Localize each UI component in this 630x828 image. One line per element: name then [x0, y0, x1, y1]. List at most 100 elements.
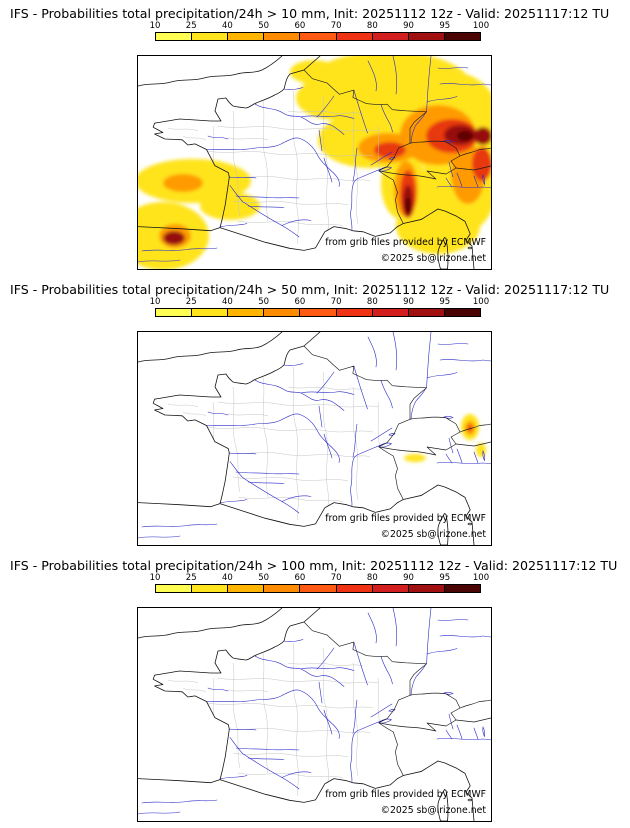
- colorbar-tick: 70: [330, 573, 342, 583]
- credit-copyright: ©2025 sb@irizone.net: [380, 529, 486, 541]
- colorbar-tick: 60: [294, 21, 306, 31]
- colorbar-tick: 25: [185, 21, 197, 31]
- precip-blob: [405, 197, 411, 215]
- colorbar-segment: [192, 585, 229, 592]
- precip-blob: [374, 142, 406, 158]
- colorbar-segment: [228, 33, 265, 40]
- precip-blob: [200, 192, 260, 220]
- colorbar-segment: [228, 309, 265, 316]
- france-map: [138, 56, 491, 269]
- colorbar-tick: 10: [149, 573, 161, 583]
- colorbar-segment: [156, 585, 193, 592]
- colorbar-tick: 50: [258, 297, 270, 307]
- colorbar-tick: 80: [366, 297, 378, 307]
- precip-blob: [290, 60, 338, 84]
- country-borders: [264, 69, 491, 249]
- colorbar-tick: 40: [222, 21, 233, 31]
- colorbar-tick: 90: [403, 21, 414, 31]
- precip-blob: [296, 76, 376, 120]
- colorbar-tick: 50: [258, 21, 270, 31]
- colorbar-tick: 50: [258, 573, 270, 583]
- colorbar-tick: 70: [330, 21, 342, 31]
- colorbar: 10 25 40 50 60 70 80 90 95 100: [150, 297, 490, 320]
- colorbar-tick: 90: [403, 573, 414, 583]
- colorbar-tick: 70: [330, 297, 342, 307]
- colorbar-segment: [336, 33, 373, 40]
- map-host: [138, 332, 491, 545]
- map-credits: from grib files provided by ECMWF ©2025 …: [325, 235, 486, 268]
- credit-ecmwf: from grib files provided by ECMWF: [325, 236, 486, 248]
- colorbar-segment: [444, 585, 480, 592]
- colorbar-tick: 100: [472, 297, 490, 307]
- colorbar-tick: 80: [366, 21, 378, 31]
- colorbar-segment: [408, 33, 445, 40]
- colorbar-tick: 10: [149, 21, 161, 31]
- colorbar-ticks: 10 25 40 50 60 70 80 90 95 100: [150, 297, 490, 308]
- rivers: [138, 608, 491, 815]
- colorbar-segment: [156, 309, 193, 316]
- precip-blob: [476, 443, 486, 457]
- precip-blob: [474, 127, 491, 145]
- france-map: [138, 608, 491, 821]
- precip-blob: [163, 174, 203, 192]
- colorbar-tick: 60: [294, 573, 306, 583]
- precip-blob: [457, 131, 473, 141]
- panel-title: IFS - Probabilities total precipitation/…: [10, 558, 618, 573]
- map-panel-10mm: IFS - Probabilities total precipitation/…: [0, 0, 630, 276]
- colorbar-tick: 90: [403, 297, 414, 307]
- map-canvas: from grib files provided by ECMWF ©2025 …: [137, 55, 492, 270]
- colorbar-segment: [264, 585, 301, 592]
- colorbar-segment: [300, 309, 337, 316]
- colorbar-segment: [300, 33, 337, 40]
- colorbar-segment: [192, 309, 229, 316]
- rivers: [138, 56, 491, 263]
- credit-copyright: ©2025 sb@irizone.net: [380, 253, 486, 265]
- map-host: [138, 56, 491, 269]
- colorbar-segment: [300, 585, 337, 592]
- colorbar-ticks: 10 25 40 50 60 70 80 90 95 100: [150, 573, 490, 584]
- colorbar-tick: 25: [185, 573, 197, 583]
- colorbar-tick: 25: [185, 297, 197, 307]
- colorbar-tick: 60: [294, 297, 306, 307]
- precipitation-probability-overlay: [404, 414, 486, 462]
- department-borders: [167, 642, 381, 797]
- precip-blob: [334, 111, 362, 127]
- colorbar-segment: [264, 309, 301, 316]
- panel-title: IFS - Probabilities total precipitation/…: [10, 282, 610, 297]
- colorbar-segment: [228, 585, 265, 592]
- colorbar-segment: [372, 585, 409, 592]
- colorbar-segment: [156, 33, 193, 40]
- coastlines: [138, 332, 475, 545]
- precip-blob: [163, 231, 185, 245]
- colorbar-tick: 40: [222, 297, 233, 307]
- credit-ecmwf: from grib files provided by ECMWF: [325, 788, 486, 800]
- colorbar-segment: [192, 33, 229, 40]
- colorbar-segment: [372, 309, 409, 316]
- colorbar-segment: [264, 33, 301, 40]
- map-panel-100mm: IFS - Probabilities total precipitation/…: [0, 552, 630, 828]
- panel-title: IFS - Probabilities total precipitation/…: [10, 6, 610, 21]
- colorbar-tick: 40: [222, 573, 233, 583]
- colorbar-tick: 95: [439, 573, 451, 583]
- colorbar: 10 25 40 50 60 70 80 90 95 100: [150, 573, 490, 596]
- map-credits: from grib files provided by ECMWF ©2025 …: [325, 787, 486, 820]
- colorbar-segment: [372, 33, 409, 40]
- coastlines: [138, 608, 475, 821]
- colorbar-segment: [336, 309, 373, 316]
- map-host: [138, 608, 491, 821]
- colorbar-segment: [336, 585, 373, 592]
- credit-copyright: ©2025 sb@irizone.net: [380, 805, 486, 817]
- colorbar-tick: 100: [472, 573, 490, 583]
- colorbar-bar: [155, 308, 481, 317]
- precip-blob: [467, 424, 473, 432]
- colorbar-segment: [444, 309, 480, 316]
- colorbar-tick: 80: [366, 573, 378, 583]
- colorbar-tick: 95: [439, 297, 451, 307]
- country-borders: [264, 621, 491, 801]
- map-panel-50mm: IFS - Probabilities total precipitation/…: [0, 276, 630, 552]
- colorbar-bar: [155, 584, 481, 593]
- coastlines: [138, 56, 475, 269]
- colorbar-tick: 95: [439, 21, 451, 31]
- map-canvas: from grib files provided by ECMWF ©2025 …: [137, 607, 492, 822]
- colorbar-tick: 10: [149, 297, 161, 307]
